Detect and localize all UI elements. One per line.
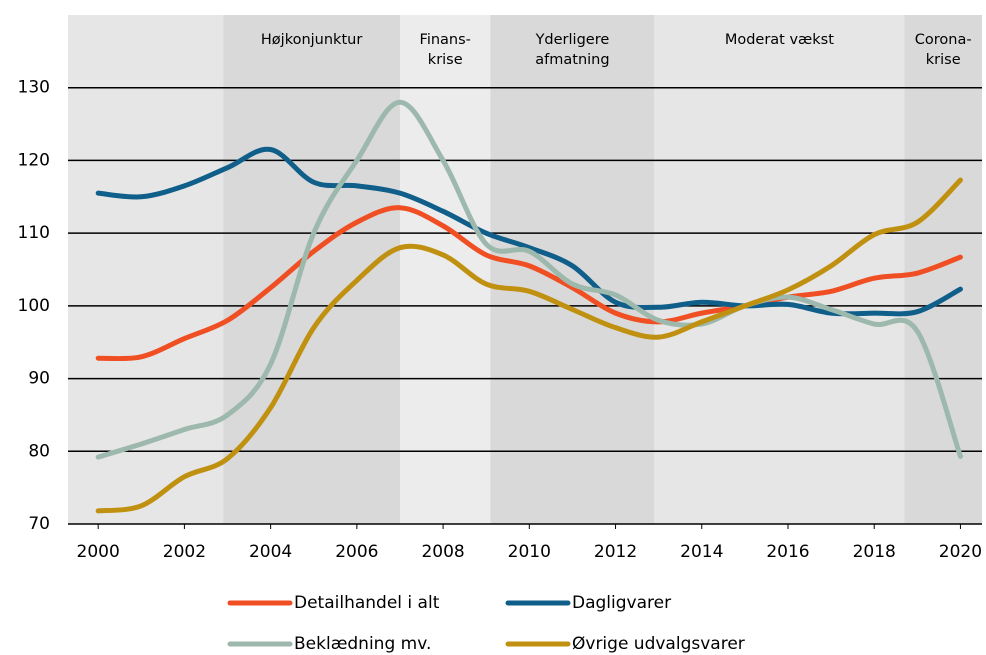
series-line xyxy=(95,177,963,514)
legend-label: Detailhandel i alt xyxy=(294,593,440,613)
x-tick-label: 2002 xyxy=(163,542,206,562)
x-tick-label: 2014 xyxy=(680,542,723,562)
series-line xyxy=(95,205,963,362)
period-band xyxy=(399,15,491,524)
period-band xyxy=(223,15,400,524)
x-tick-label: 2010 xyxy=(508,542,551,562)
y-tick-label: 70 xyxy=(28,514,50,534)
x-tick-label: 2006 xyxy=(335,542,378,562)
period-band xyxy=(490,15,655,524)
period-label: Moderat vækst xyxy=(725,32,834,48)
period-band xyxy=(904,15,982,524)
x-tick-label: 2004 xyxy=(249,542,292,562)
period-label: Yderligere xyxy=(535,32,610,48)
y-tick-label: 120 xyxy=(18,150,50,170)
x-tick-label: 2020 xyxy=(939,542,982,562)
period-label: Finans- xyxy=(420,32,471,48)
legend-label: Øvrige udvalgsvarer xyxy=(572,634,745,654)
period-band xyxy=(68,15,224,524)
legend-label: Dagligvarer xyxy=(572,593,671,613)
period-label: krise xyxy=(926,52,961,68)
legend-label: Beklædning mv. xyxy=(294,634,431,654)
y-tick-label: 80 xyxy=(28,441,50,461)
period-label: krise xyxy=(428,52,463,68)
y-tick-label: 130 xyxy=(18,78,50,98)
y-tick-label: 90 xyxy=(28,369,50,389)
series-line xyxy=(95,99,963,460)
x-tick-label: 2000 xyxy=(77,542,120,562)
x-tick-label: 2012 xyxy=(594,542,637,562)
x-tick-label: 2016 xyxy=(766,542,809,562)
y-tick-label: 100 xyxy=(18,296,50,316)
period-label: Corona- xyxy=(915,32,972,48)
period-band xyxy=(654,15,905,524)
period-label: afmatning xyxy=(535,52,609,68)
series-line xyxy=(95,146,963,317)
x-tick-label: 2008 xyxy=(421,542,464,562)
period-label: Højkonjunktur xyxy=(261,32,362,48)
y-tick-label: 110 xyxy=(18,223,50,243)
x-tick-label: 2018 xyxy=(853,542,896,562)
